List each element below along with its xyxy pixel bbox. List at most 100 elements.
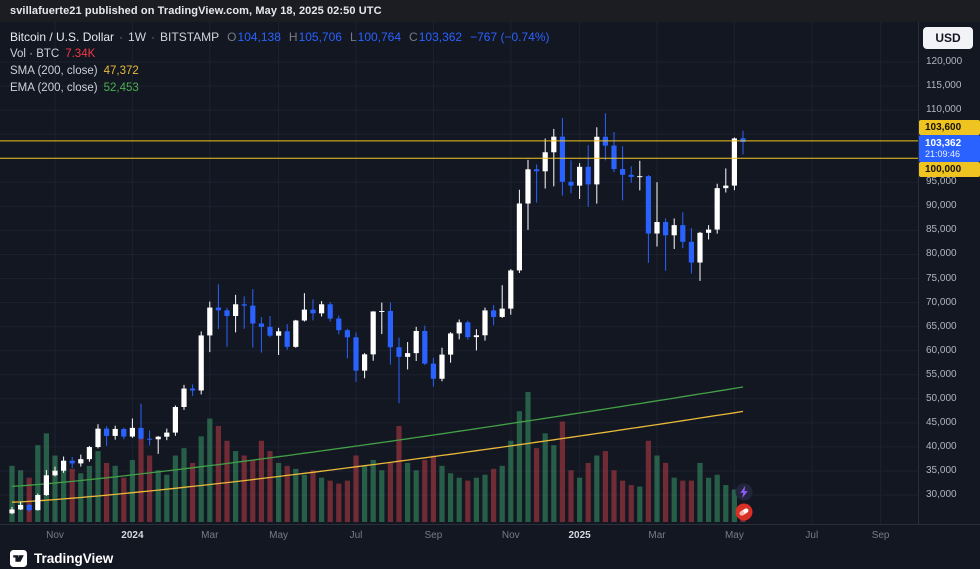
price-tick: 90,000	[926, 200, 957, 212]
volume-bar	[258, 440, 264, 522]
high-value: 105,706	[298, 30, 342, 44]
volume-label: Vol · BTC	[10, 48, 60, 60]
ema-line	[11, 386, 744, 487]
bar-countdown: 21:09:46	[925, 148, 961, 159]
candle-body	[473, 335, 479, 338]
reaction-badges	[735, 483, 753, 521]
candle-body	[706, 229, 712, 233]
candle-body	[69, 460, 75, 464]
volume-bar	[568, 470, 574, 522]
currency-toggle-button[interactable]: USD	[923, 27, 973, 49]
candle-body	[448, 333, 454, 355]
symbol-legend-row[interactable]: Bitcoin / U.S. Dollar · 1W · BITSTAMP O …	[10, 29, 550, 46]
price-scale[interactable]: USD 120,000 115,000 110,000 95,000 90,000 85,…	[918, 22, 980, 524]
ema-legend-row[interactable]: EMA (200, close) 52,453	[10, 80, 550, 97]
candle-body	[542, 152, 548, 172]
volume-bar	[319, 477, 325, 522]
volume-bar	[594, 455, 600, 522]
candle-body	[250, 305, 256, 324]
volume-bar	[413, 470, 419, 522]
volume-bar	[370, 459, 376, 522]
open-letter: O	[227, 30, 237, 44]
candle-body	[241, 304, 247, 306]
price-tick: 55,000	[926, 368, 957, 380]
volume-legend-row[interactable]: Vol · BTC 7.34K	[10, 46, 550, 63]
candle-body	[534, 169, 540, 172]
price-chart-canvas[interactable]	[0, 22, 918, 524]
candle-body	[559, 136, 565, 182]
candle-body	[121, 428, 127, 437]
time-axis-label: 2025	[568, 530, 591, 541]
candle-body	[654, 222, 660, 234]
volume-bar	[293, 468, 299, 522]
time-axis-label: Mar	[201, 530, 219, 541]
volume-bar	[327, 480, 333, 522]
volume-bar	[387, 462, 393, 522]
candle-body	[645, 176, 651, 234]
tradingview-logo-icon[interactable]	[10, 549, 27, 567]
candle-body	[637, 176, 643, 178]
candle-body	[61, 460, 67, 471]
candle-body	[362, 354, 368, 371]
candle-body	[456, 322, 462, 334]
volume-bar	[439, 465, 445, 522]
tradingview-brand-text[interactable]: TradingView	[34, 550, 114, 566]
candle-body	[740, 138, 746, 143]
volume-bar	[155, 470, 161, 522]
volume-bar	[344, 480, 350, 522]
sma-legend-row[interactable]: SMA (200, close) 47,372	[10, 63, 550, 80]
volume-bar	[147, 455, 153, 522]
volume-bar	[697, 462, 703, 522]
change-value: −767 (−0.74%)	[470, 30, 550, 44]
price-tick: 60,000	[926, 344, 957, 356]
candle-body	[310, 309, 316, 314]
time-axis[interactable]: Nov 2024 Mar May Jul Sep Nov 2025 Mar May Jul Sep	[0, 524, 980, 547]
candle-body	[465, 322, 471, 338]
candle-body	[95, 428, 101, 448]
candle-body	[207, 307, 213, 336]
price-tick: 120,000	[926, 56, 963, 67]
volume-bar	[585, 462, 591, 522]
volume-bar	[190, 462, 196, 522]
candle-body	[568, 181, 574, 186]
sma-line	[11, 410, 744, 503]
volume-bar	[422, 459, 428, 522]
candle-body	[723, 185, 729, 189]
candle-body	[697, 232, 703, 263]
volume-bar	[671, 477, 677, 522]
volume-bar	[18, 470, 24, 522]
volume-bar	[405, 462, 411, 522]
candle-body	[138, 427, 144, 439]
grid-layer	[0, 22, 918, 524]
price-tick: 115,000	[926, 80, 962, 92]
volume-bar	[663, 462, 669, 522]
volume-bar	[577, 477, 583, 522]
close-value: 103,362	[418, 30, 463, 44]
interval-label: 1W	[128, 30, 147, 44]
candle-body	[482, 310, 488, 336]
candle-body	[430, 363, 436, 379]
chart-legend: Bitcoin / U.S. Dollar · 1W · BITSTAMP O …	[10, 29, 550, 97]
volume-bar	[654, 455, 660, 522]
volume-bar	[362, 465, 368, 522]
lightning-reaction-icon[interactable]	[735, 483, 753, 501]
footer-bar: TradingView	[0, 547, 980, 569]
volume-bar	[456, 477, 462, 522]
volume-bar	[508, 440, 514, 522]
volume-bar	[516, 411, 522, 522]
time-axis-label: May	[724, 530, 744, 541]
open-value: 104,138	[237, 30, 281, 44]
candle-body	[344, 330, 350, 338]
volume-bar	[164, 474, 170, 522]
candle-body	[215, 307, 221, 311]
price-tick: 35,000	[926, 464, 957, 476]
candles-layer	[9, 113, 746, 515]
price-tick: 70,000	[926, 296, 957, 308]
candle-body	[594, 136, 600, 185]
candle-body	[585, 166, 591, 185]
candle-body	[104, 428, 110, 436]
chart-region: Bitcoin / U.S. Dollar · 1W · BITSTAMP O …	[0, 22, 980, 524]
volume-bar	[129, 459, 135, 522]
pill-reaction-icon[interactable]	[735, 503, 753, 521]
hlines-layer	[0, 140, 918, 159]
